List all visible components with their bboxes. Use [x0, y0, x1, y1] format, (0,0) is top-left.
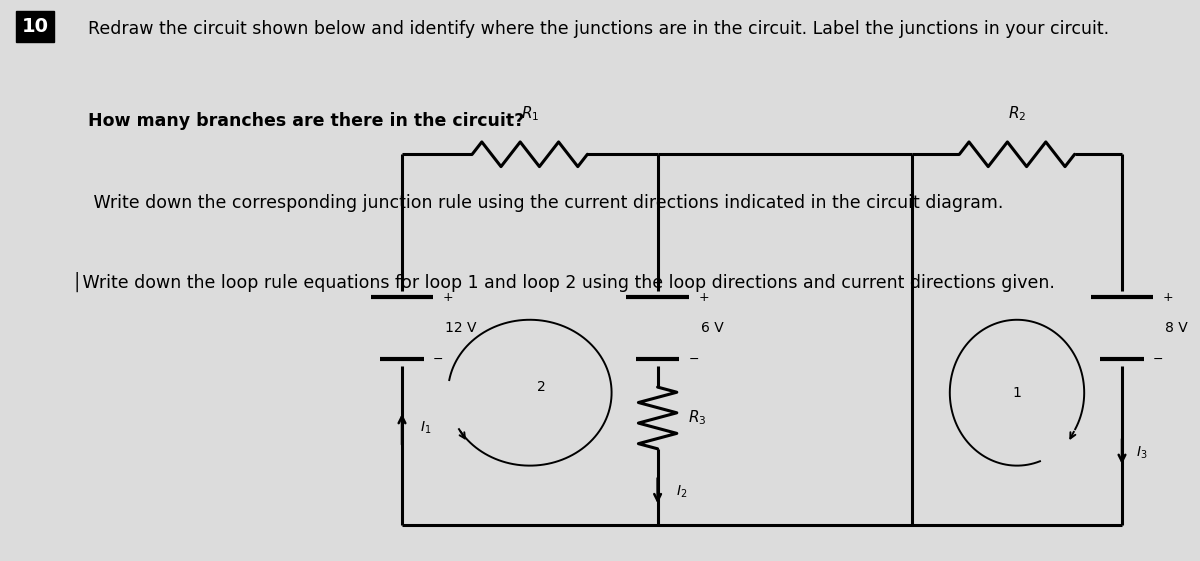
Text: 6 V: 6 V [701, 321, 724, 335]
Text: +: + [698, 291, 709, 304]
Text: $R_2$: $R_2$ [1008, 105, 1026, 123]
Text: −: − [689, 352, 700, 366]
Text: +: + [1163, 291, 1174, 304]
Text: 1: 1 [1013, 386, 1021, 399]
Text: +: + [443, 291, 454, 304]
Text: How many branches are there in the circuit?: How many branches are there in the circu… [88, 112, 524, 130]
Text: Write down the corresponding junction rule using the current directions indicate: Write down the corresponding junction ru… [88, 194, 1003, 211]
Text: $R_3$: $R_3$ [688, 408, 706, 427]
Text: 10: 10 [22, 17, 48, 36]
Text: 12 V: 12 V [445, 321, 476, 335]
Text: −: − [433, 352, 444, 366]
Text: $R_1$: $R_1$ [521, 105, 539, 123]
Text: $I_1$: $I_1$ [420, 420, 431, 436]
Text: $I_2$: $I_2$ [676, 484, 686, 500]
Text: │Write down the loop rule equations for loop 1 and loop 2 using the loop directi: │Write down the loop rule equations for … [72, 272, 1055, 292]
Text: −: − [1153, 352, 1164, 366]
Text: $I_3$: $I_3$ [1136, 445, 1148, 461]
Text: Redraw the circuit shown below and identify where the junctions are in the circu: Redraw the circuit shown below and ident… [88, 20, 1109, 38]
Text: 8 V: 8 V [1165, 321, 1188, 335]
Text: 2: 2 [538, 380, 546, 394]
